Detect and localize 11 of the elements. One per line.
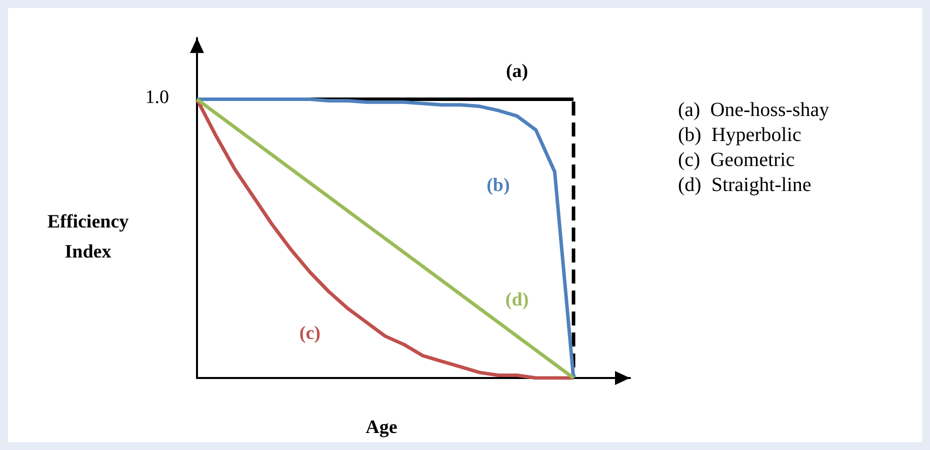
text: (d) Straight-line — [678, 174, 812, 196]
x-axis-title: Age — [366, 417, 398, 438]
text: (b) — [486, 175, 510, 196]
y-axis-title: Efficiency Index — [47, 212, 130, 262]
series-label: (c) — [299, 322, 321, 344]
text: (a) One-hoss-shay — [678, 99, 830, 121]
series-label: (d) — [505, 289, 529, 310]
text: 1.0 — [145, 86, 169, 108]
series-label: (a) — [506, 60, 528, 82]
text: (b) Hyperbolic — [678, 124, 802, 146]
text: (c) Geometric — [678, 149, 795, 171]
